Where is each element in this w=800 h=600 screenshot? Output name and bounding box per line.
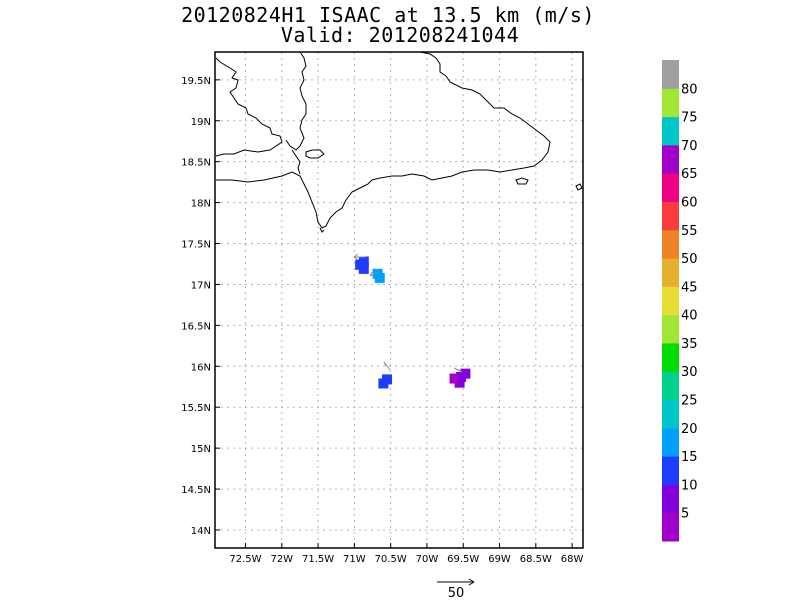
- x-tick-label: 70.5W: [375, 554, 407, 565]
- colorbar-segment: [662, 88, 679, 118]
- beata-point: [319, 227, 325, 233]
- colorbar-segment: [662, 342, 679, 372]
- colorbar-segment: [662, 116, 679, 146]
- map-valid-time: Valid: 201208241044: [280, 23, 520, 47]
- wind-speed-patch: [374, 272, 385, 283]
- colorbar-label: 50: [681, 252, 698, 267]
- wind-speed-patch: [456, 371, 467, 382]
- colorbar-segment: [662, 286, 679, 316]
- colorbar-segment: [662, 427, 679, 457]
- y-tick-label: 16.5N: [181, 321, 211, 332]
- saona-island: [515, 177, 529, 185]
- colorbar-segment: [662, 258, 679, 287]
- wind-vector: [353, 253, 365, 261]
- coastline: [215, 51, 583, 233]
- y-tick-label: 15N: [191, 444, 211, 455]
- x-tick-label: 69W: [488, 554, 511, 565]
- colorbar-segment: [662, 484, 679, 514]
- colorbar-label: 75: [681, 111, 698, 126]
- colorbar-segment: [662, 314, 679, 344]
- wind-speed-patch: [449, 373, 460, 384]
- colorbar-label: 15: [681, 450, 698, 465]
- mona-island: [575, 183, 583, 191]
- colorbar-label: 55: [681, 224, 698, 239]
- gonave-island: [305, 149, 325, 159]
- colorbar-label: 60: [681, 195, 698, 210]
- colorbar-segment: [662, 399, 679, 429]
- colorbar-segment: [662, 60, 679, 89]
- wind-vector: [369, 271, 379, 277]
- x-tick-label: 72.5W: [229, 554, 261, 565]
- wind-vector: [383, 361, 391, 371]
- colorbar-label: 35: [681, 337, 698, 352]
- wind-speed-patches: [355, 256, 471, 389]
- y-tick-label: 17.5N: [181, 240, 211, 251]
- y-tick-label: 16N: [191, 362, 211, 373]
- colorbar: 5 10 15 20 25 30 35 40 45 50 55 60 65 70 75 80: [662, 60, 698, 542]
- y-tick-label: 19N: [191, 117, 211, 128]
- wind-vector-key: 50: [437, 578, 475, 600]
- colorbar-label: 80: [681, 82, 698, 97]
- colorbar-label: 65: [681, 167, 698, 182]
- x-tick-label: 71W: [343, 554, 366, 565]
- y-tick-label: 15.5N: [181, 403, 211, 414]
- hispaniola-coastline: [215, 51, 551, 229]
- colorbar-label: 20: [681, 422, 698, 437]
- x-tick-label: 69.5W: [447, 554, 479, 565]
- axis-ticks: 72.5W 72W 71.5W 71W 70.5W 70W 69.5W 69W 68.5W 68W…: [181, 76, 583, 565]
- x-tick-label: 71.5W: [302, 554, 334, 565]
- colorbar-segment: [662, 371, 679, 401]
- colorbar-label: 40: [681, 309, 698, 324]
- colorbar-label: 10: [681, 478, 698, 493]
- colorbar-segment: [662, 173, 679, 202]
- wind-vector-key-label: 50: [448, 586, 465, 600]
- colorbar-label: 30: [681, 365, 698, 380]
- graticule: [215, 52, 583, 548]
- wind-vectors: [353, 253, 463, 373]
- x-tick-label: 68W: [561, 554, 584, 565]
- x-tick-label: 70W: [416, 554, 439, 565]
- map-title: 20120824H1 ISAAC at 13.5 km (m/s): [181, 3, 595, 27]
- colorbar-segment: [662, 144, 679, 174]
- colorbar-label: 45: [681, 280, 698, 295]
- colorbar-segment: [662, 201, 679, 231]
- y-tick-label: 18.5N: [181, 158, 211, 169]
- x-tick-label: 68.5W: [520, 554, 552, 565]
- colorbar-label: 25: [681, 394, 698, 409]
- haiti-bay-coast: [291, 149, 301, 175]
- y-tick-label: 14N: [191, 526, 211, 537]
- colorbar-segment: [662, 229, 679, 259]
- colorbar-segment: [662, 456, 679, 485]
- map-frame: [214, 51, 584, 549]
- wind-speed-patch: [378, 378, 389, 389]
- colorbar-label: 5: [681, 507, 689, 522]
- x-tick-label: 72W: [270, 554, 293, 565]
- wind-vector: [453, 367, 463, 373]
- y-tick-label: 14.5N: [181, 485, 211, 496]
- colorbar-label: 70: [681, 139, 698, 154]
- haiti-north-coast: [285, 51, 307, 151]
- wind-vector-key-arrowhead: [468, 578, 475, 586]
- y-tick-label: 18N: [191, 199, 211, 210]
- wind-speed-patch: [454, 377, 465, 388]
- colorbar-segment: [662, 512, 679, 542]
- y-tick-label: 17N: [191, 280, 211, 291]
- y-tick-label: 19.5N: [181, 76, 211, 87]
- wind-speed-patch: [355, 259, 366, 270]
